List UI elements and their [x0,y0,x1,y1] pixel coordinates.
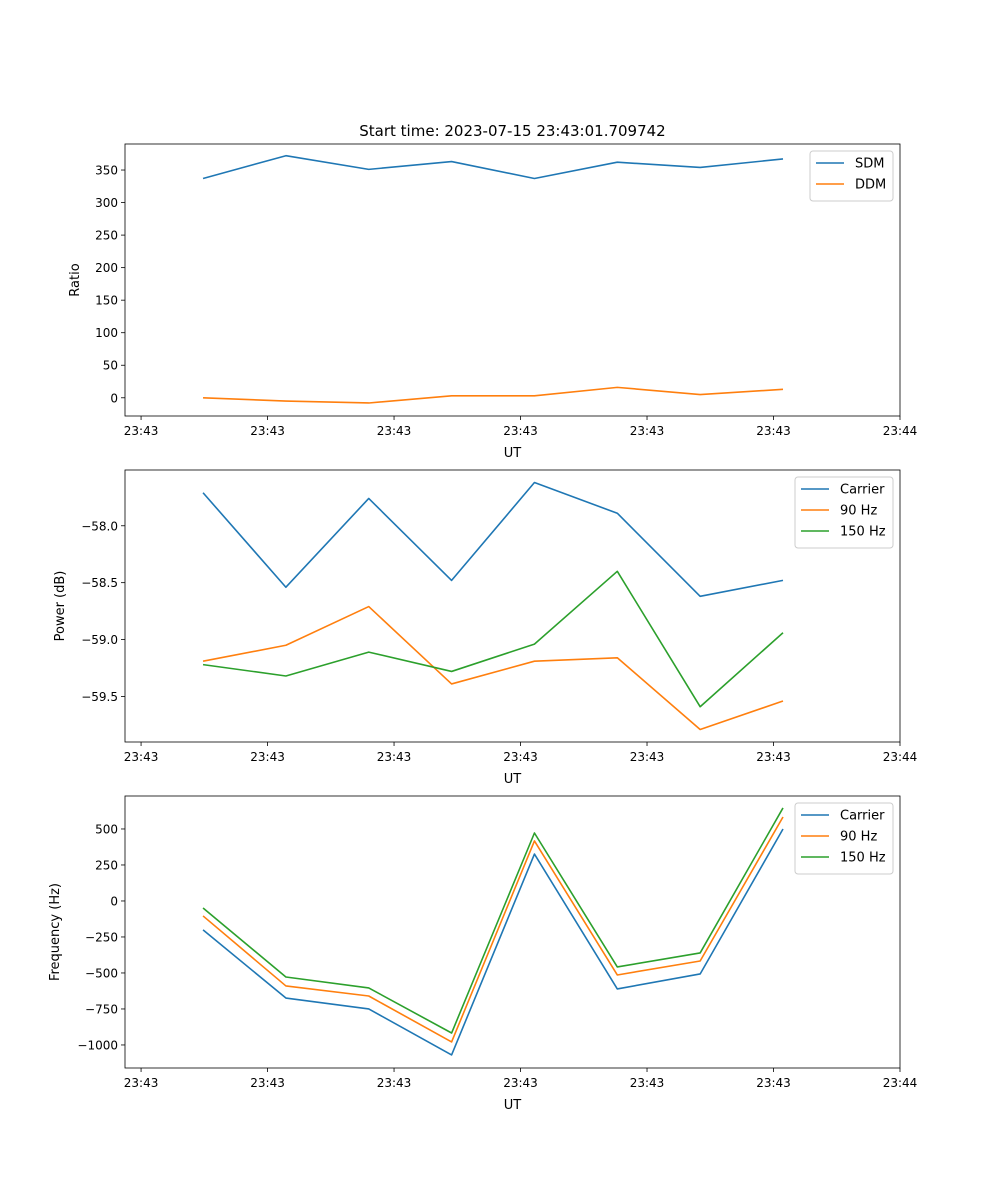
legend-label: Carrier [840,483,885,498]
y-tick-label: 500 [95,822,118,836]
y-tick-label: −750 [85,1002,118,1016]
subplot-1: Start time: 2023-07-15 23:43:01.709742 23… [68,122,917,461]
x-tick-label: 23:43 [250,750,285,764]
y-tick-label: 150 [95,294,118,308]
legend-label: SDM [855,157,884,172]
x-tick-label: 23:43 [124,750,159,764]
x-tick-label: 23:44 [883,424,918,438]
y-tick-label: −250 [85,930,118,944]
x-tick-label: 23:43 [756,424,791,438]
x-tick-label: 23:43 [377,1076,412,1090]
y-tick-label: −1000 [77,1038,118,1052]
y-tick-label: 100 [95,326,118,340]
series-line-carrier [203,483,783,597]
series-line-90-hz [203,817,783,1042]
legend: Carrier 90 Hz 150 Hz [795,477,893,548]
subplot-3: 23:43 23:43 23:43 23:43 23:43 23:43 23:44 UT 500… [48,796,917,1113]
axes-frame [125,796,900,1068]
series-line-90-hz [203,607,783,730]
legend-label: 90 Hz [840,830,877,845]
x-tick-label: 23:44 [883,1076,918,1090]
series-line-sdm [203,156,783,179]
x-axis-label: UT [504,446,522,461]
chart-title: Start time: 2023-07-15 23:43:01.709742 [359,122,665,140]
legend-label: DDM [855,178,886,193]
legend-label: 90 Hz [840,504,877,519]
legend-label: 150 Hz [840,525,886,540]
y-tick-label: 200 [95,261,118,275]
y-tick-label: −500 [85,966,118,980]
axes-frame [125,144,900,416]
x-axis-label: UT [504,772,522,787]
series-line-ddm [203,387,783,403]
x-tick-label: 23:43 [124,1076,159,1090]
x-tick-label: 23:43 [756,1076,791,1090]
y-tick-label: −59.0 [81,633,118,647]
y-tick-label: −58.5 [81,576,118,590]
x-tick-label: 23:43 [503,750,538,764]
legend-label: Carrier [840,809,885,824]
legend: Carrier 90 Hz 150 Hz [795,803,893,874]
y-tick-label: 300 [95,196,118,210]
y-axis-label: Frequency (Hz) [48,883,63,981]
y-axis-label: Ratio [68,263,83,296]
x-axis-label: UT [504,1098,522,1113]
x-tick-label: 23:43 [630,1076,665,1090]
x-tick-label: 23:44 [883,750,918,764]
x-tick-label: 23:43 [503,424,538,438]
subplot-2: 23:43 23:43 23:43 23:43 23:43 23:43 23:44 UT −58… [53,470,917,787]
y-tick-label: −59.5 [81,690,118,704]
y-tick-label: 0 [110,894,118,908]
y-axis-label: Power (dB) [53,571,68,642]
x-tick-label: 23:43 [377,424,412,438]
y-tick-label: −58.0 [81,519,118,533]
y-tick-label: 250 [95,858,118,872]
y-tick-label: 50 [103,359,118,373]
y-tick-label: 350 [95,164,118,178]
x-tick-label: 23:43 [503,1076,538,1090]
x-tick-label: 23:43 [377,750,412,764]
x-tick-label: 23:43 [250,1076,285,1090]
legend-label: 150 Hz [840,851,886,866]
y-tick-label: 250 [95,229,118,243]
x-tick-label: 23:43 [124,424,159,438]
x-tick-label: 23:43 [756,750,791,764]
x-tick-label: 23:43 [630,750,665,764]
x-tick-label: 23:43 [630,424,665,438]
axes-frame [125,470,900,742]
legend: SDM DDM [810,151,893,201]
x-tick-label: 23:43 [250,424,285,438]
y-tick-label: 0 [110,391,118,405]
